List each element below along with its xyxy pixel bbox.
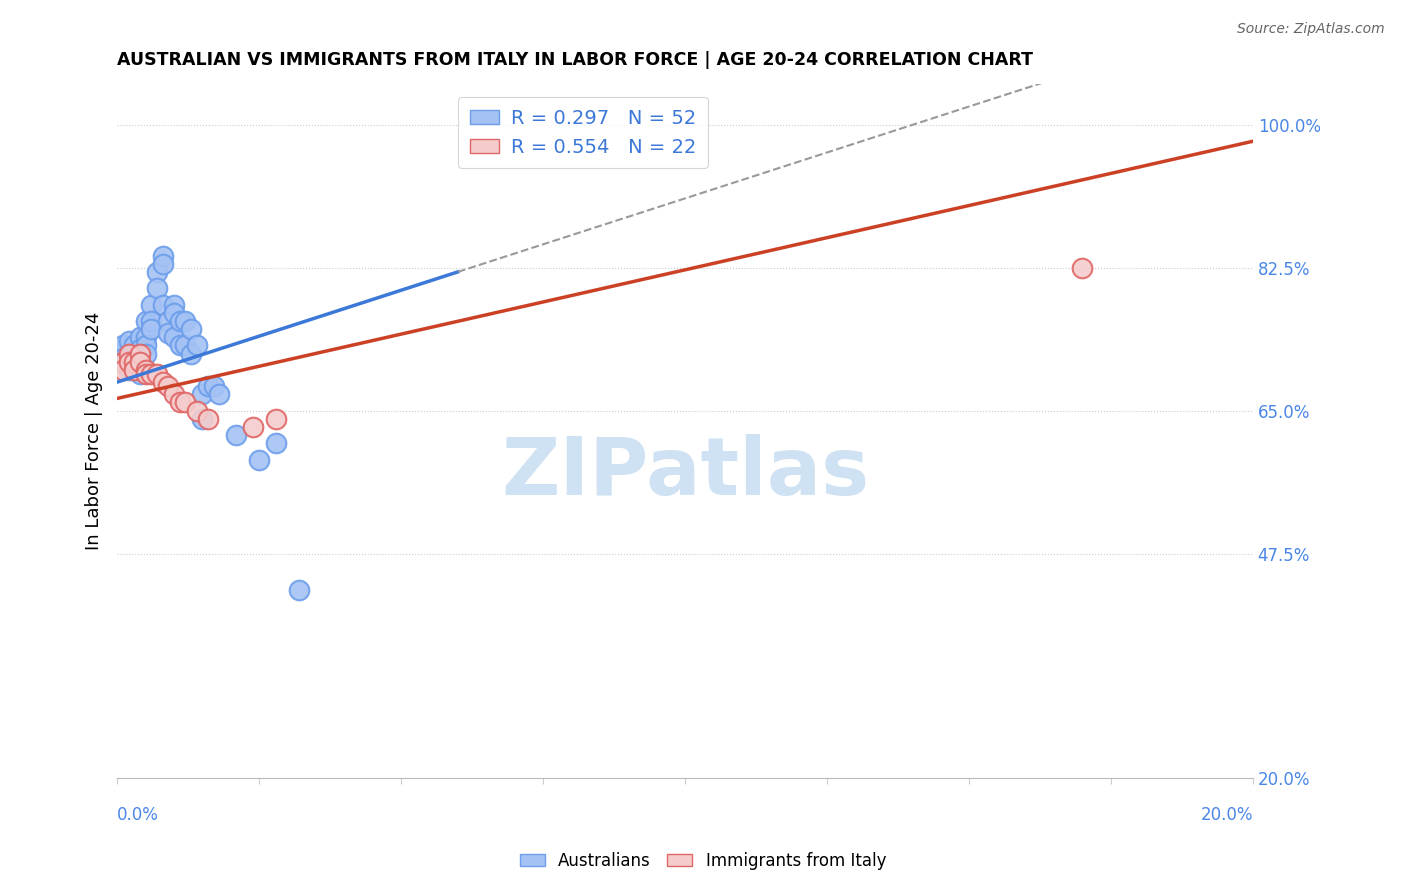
Point	[122, 354, 145, 368]
Point	[152, 257, 174, 271]
Point	[135, 338, 157, 352]
Point	[186, 338, 208, 352]
Point	[163, 306, 186, 320]
Point	[174, 314, 197, 328]
Legend: Australians, Immigrants from Italy: Australians, Immigrants from Italy	[513, 846, 893, 877]
Point	[117, 346, 139, 360]
Point	[141, 314, 163, 328]
Point	[122, 363, 145, 377]
Point	[180, 346, 202, 360]
Point	[111, 351, 134, 365]
Point	[111, 354, 134, 368]
Point	[157, 326, 180, 340]
Point	[122, 346, 145, 360]
Point	[157, 379, 180, 393]
Point	[117, 334, 139, 349]
Y-axis label: In Labor Force | Age 20-24: In Labor Force | Age 20-24	[86, 312, 103, 550]
Point	[117, 346, 139, 360]
Point	[135, 363, 157, 377]
Point	[174, 395, 197, 409]
Point	[163, 297, 186, 311]
Point	[146, 367, 169, 381]
Point	[163, 330, 186, 344]
Point	[186, 403, 208, 417]
Point	[117, 363, 139, 377]
Point	[157, 314, 180, 328]
Point	[169, 314, 191, 328]
Point	[180, 322, 202, 336]
Point	[129, 330, 152, 344]
Point	[122, 363, 145, 377]
Text: AUSTRALIAN VS IMMIGRANTS FROM ITALY IN LABOR FORCE | AGE 20-24 CORRELATION CHART: AUSTRALIAN VS IMMIGRANTS FROM ITALY IN L…	[117, 51, 1033, 69]
Point	[111, 354, 134, 368]
Point	[111, 346, 134, 360]
Point	[122, 354, 145, 368]
Point	[242, 420, 264, 434]
Point	[247, 452, 270, 467]
Point	[202, 379, 225, 393]
Point	[169, 395, 191, 409]
Point	[191, 412, 214, 426]
Point	[135, 346, 157, 360]
Point	[129, 363, 152, 377]
Point	[141, 367, 163, 381]
Point	[288, 583, 311, 598]
Point	[129, 346, 152, 360]
Point	[111, 363, 134, 377]
Point	[152, 375, 174, 389]
Point	[264, 412, 287, 426]
Point	[117, 351, 139, 365]
Point	[111, 338, 134, 352]
Point	[129, 354, 152, 368]
Point	[135, 330, 157, 344]
Point	[264, 436, 287, 450]
Point	[141, 322, 163, 336]
Point	[1071, 260, 1094, 275]
Point	[208, 387, 231, 401]
Point	[146, 265, 169, 279]
Point	[135, 314, 157, 328]
Point	[122, 351, 145, 365]
Point	[163, 387, 186, 401]
Point	[174, 338, 197, 352]
Point	[146, 281, 169, 295]
Point	[129, 343, 152, 357]
Point	[111, 343, 134, 357]
Point	[169, 338, 191, 352]
Text: 20.0%: 20.0%	[1201, 805, 1253, 823]
Point	[197, 379, 219, 393]
Point	[122, 338, 145, 352]
Point	[135, 367, 157, 381]
Text: Source: ZipAtlas.com: Source: ZipAtlas.com	[1237, 22, 1385, 37]
Point	[129, 354, 152, 368]
Point	[129, 367, 152, 381]
Point	[225, 428, 247, 442]
Point	[141, 297, 163, 311]
Point	[117, 354, 139, 368]
Point	[191, 387, 214, 401]
Text: ZIPatlas: ZIPatlas	[501, 434, 869, 512]
Point	[152, 248, 174, 262]
Point	[152, 297, 174, 311]
Text: 0.0%: 0.0%	[117, 805, 159, 823]
Point	[197, 412, 219, 426]
Legend: R = 0.297   N = 52, R = 0.554   N = 22: R = 0.297 N = 52, R = 0.554 N = 22	[458, 97, 707, 169]
